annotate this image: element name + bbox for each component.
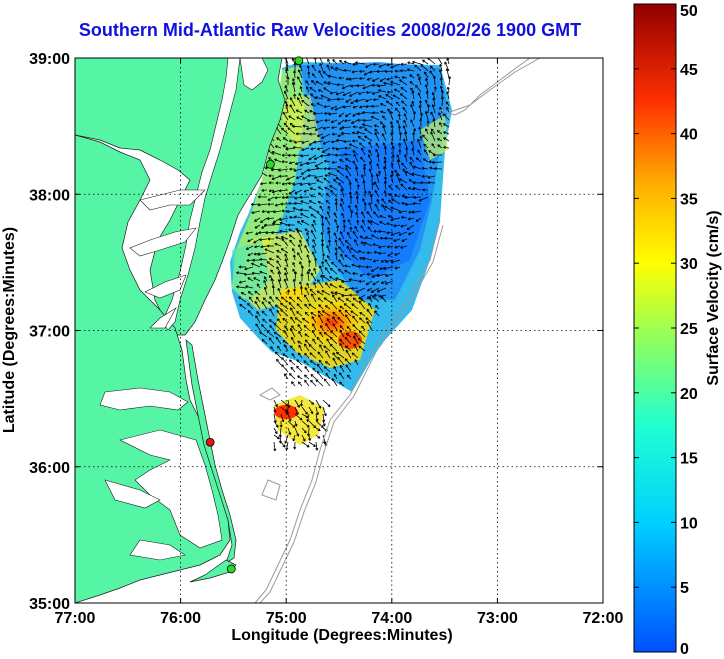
station-mid-marker (265, 159, 275, 169)
bathymetry-contours (254, 58, 541, 603)
colorbar-tick-label: 20 (680, 386, 698, 403)
y-tick-label: 39:00 (29, 51, 70, 68)
colorbar (633, 3, 677, 653)
y-axis: 39:00 38:00 37:00 36:00 35:00 (29, 51, 603, 613)
station-south-active-marker (205, 437, 215, 447)
colorbar-tick-label: 40 (680, 127, 698, 144)
colorbar-tick-label: 5 (680, 580, 689, 597)
colorbar-label: Surface Velocity (cm/s) (705, 210, 722, 385)
colorbar-tick-label: 15 (680, 451, 698, 468)
colorbar-tick-label: 25 (680, 321, 698, 338)
y-tick-label: 37:00 (29, 324, 70, 341)
x-tick-label: 76:00 (160, 610, 201, 627)
map-title: Southern Mid-Atlantic Raw Velocities 200… (78, 20, 582, 40)
y-tick-label: 38:00 (29, 187, 70, 204)
colorbar-tick-label: 0 (680, 641, 689, 658)
y-tick-label: 35:00 (29, 596, 70, 613)
y-axis-label: Latitude (Degrees:Minutes) (1, 227, 18, 433)
colorbar-tick-label: 50 (680, 3, 698, 20)
x-tick-label: 75:00 (266, 610, 307, 627)
x-tick-label: 73:00 (477, 610, 518, 627)
x-axis-label: Longitude (Degrees:Minutes) (231, 627, 452, 644)
x-tick-label: 77:00 (55, 610, 96, 627)
x-axis: 77:00 76:00 75:00 74:00 73:00 72:00 (55, 58, 624, 627)
radar-stations (205, 56, 304, 574)
grid-lines (75, 58, 603, 603)
colorbar-tick-label: 45 (680, 62, 698, 79)
colorbar-tick-label: 10 (680, 515, 698, 532)
station-north-marker (294, 56, 304, 66)
x-tick-label: 74:00 (371, 610, 412, 627)
velocity-vectors (236, 58, 452, 452)
colorbar-tick-label: 30 (680, 256, 698, 273)
y-tick-label: 36:00 (29, 460, 70, 477)
x-tick-label: 72:00 (583, 610, 624, 627)
colorbar-tick-label: 35 (680, 191, 698, 208)
station-hatteras-marker (226, 564, 236, 574)
